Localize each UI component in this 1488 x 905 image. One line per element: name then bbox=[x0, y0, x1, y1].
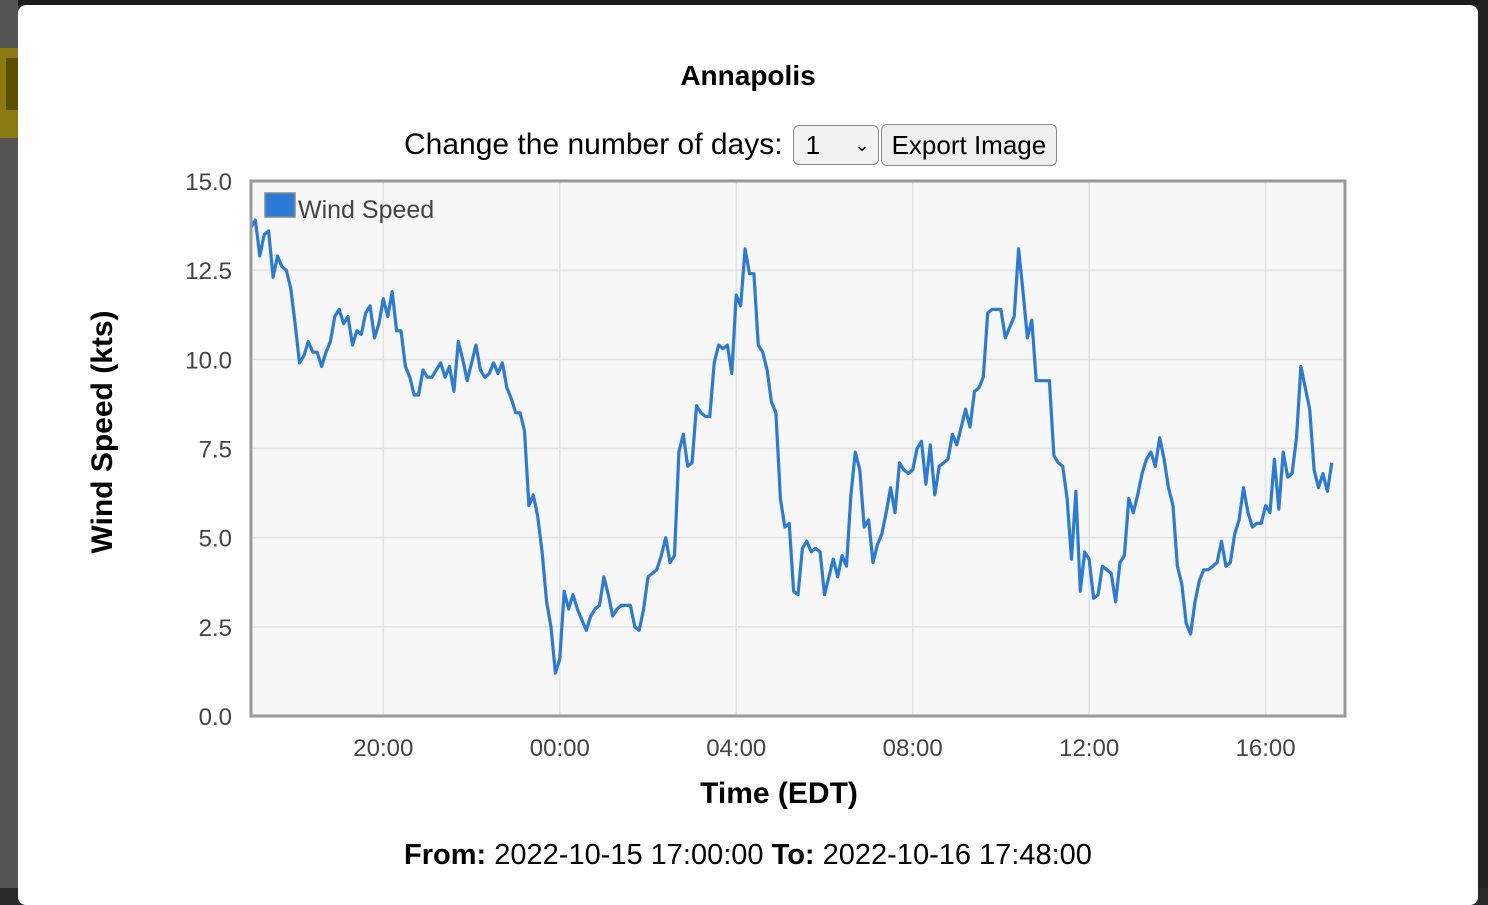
x-tick-label: 04:00 bbox=[706, 735, 766, 762]
x-tick-label: 00:00 bbox=[530, 735, 590, 762]
days-label: Change the number of days: bbox=[404, 128, 783, 161]
background-yellow-inner bbox=[6, 58, 18, 110]
x-tick-label: 20:00 bbox=[353, 735, 413, 762]
background-page-left bbox=[0, 0, 18, 888]
x-tick-label: 16:00 bbox=[1236, 735, 1296, 762]
x-axis-title: Time (EDT) bbox=[700, 777, 858, 810]
y-tick-label: 2.5 bbox=[199, 615, 232, 642]
plot-border bbox=[249, 179, 1347, 718]
chart-title: Annapolis bbox=[680, 60, 816, 91]
from-value: 2022-10-15 17:00:00 bbox=[494, 839, 764, 871]
y-tick-label: 15.0 bbox=[185, 169, 232, 196]
to-label: To: bbox=[771, 839, 815, 871]
from-label: From: bbox=[404, 839, 487, 871]
chevron-down-icon: ⌄ bbox=[854, 134, 870, 155]
y-tick-label: 7.5 bbox=[199, 437, 232, 464]
days-select[interactable]: 1 ⌄ bbox=[792, 125, 879, 165]
y-axis-title: Wind Speed (kts) bbox=[86, 310, 119, 553]
x-tick-label: 12:00 bbox=[1059, 735, 1119, 762]
date-range: From: 2022-10-15 17:00:00 To: 2022-10-16… bbox=[18, 839, 1478, 872]
y-tick-label: 0.0 bbox=[199, 704, 232, 731]
chart-controls: Change the number of days: 1 ⌄ Export Im… bbox=[404, 123, 1058, 167]
x-tick-label: 08:00 bbox=[883, 735, 943, 762]
export-image-button[interactable]: Export Image bbox=[880, 124, 1058, 166]
legend-label: Wind Speed bbox=[298, 196, 434, 224]
y-tick-label: 12.5 bbox=[185, 258, 232, 285]
to-value: 2022-10-16 17:48:00 bbox=[822, 839, 1092, 871]
legend-swatch bbox=[264, 192, 296, 218]
background-page-top bbox=[0, 0, 1488, 6]
background-page-right bbox=[1478, 0, 1488, 888]
y-tick-label: 10.0 bbox=[185, 347, 232, 374]
wind-speed-series-line bbox=[249, 218, 1334, 675]
days-select-value: 1 bbox=[805, 129, 821, 160]
y-tick-label: 5.0 bbox=[199, 526, 232, 553]
